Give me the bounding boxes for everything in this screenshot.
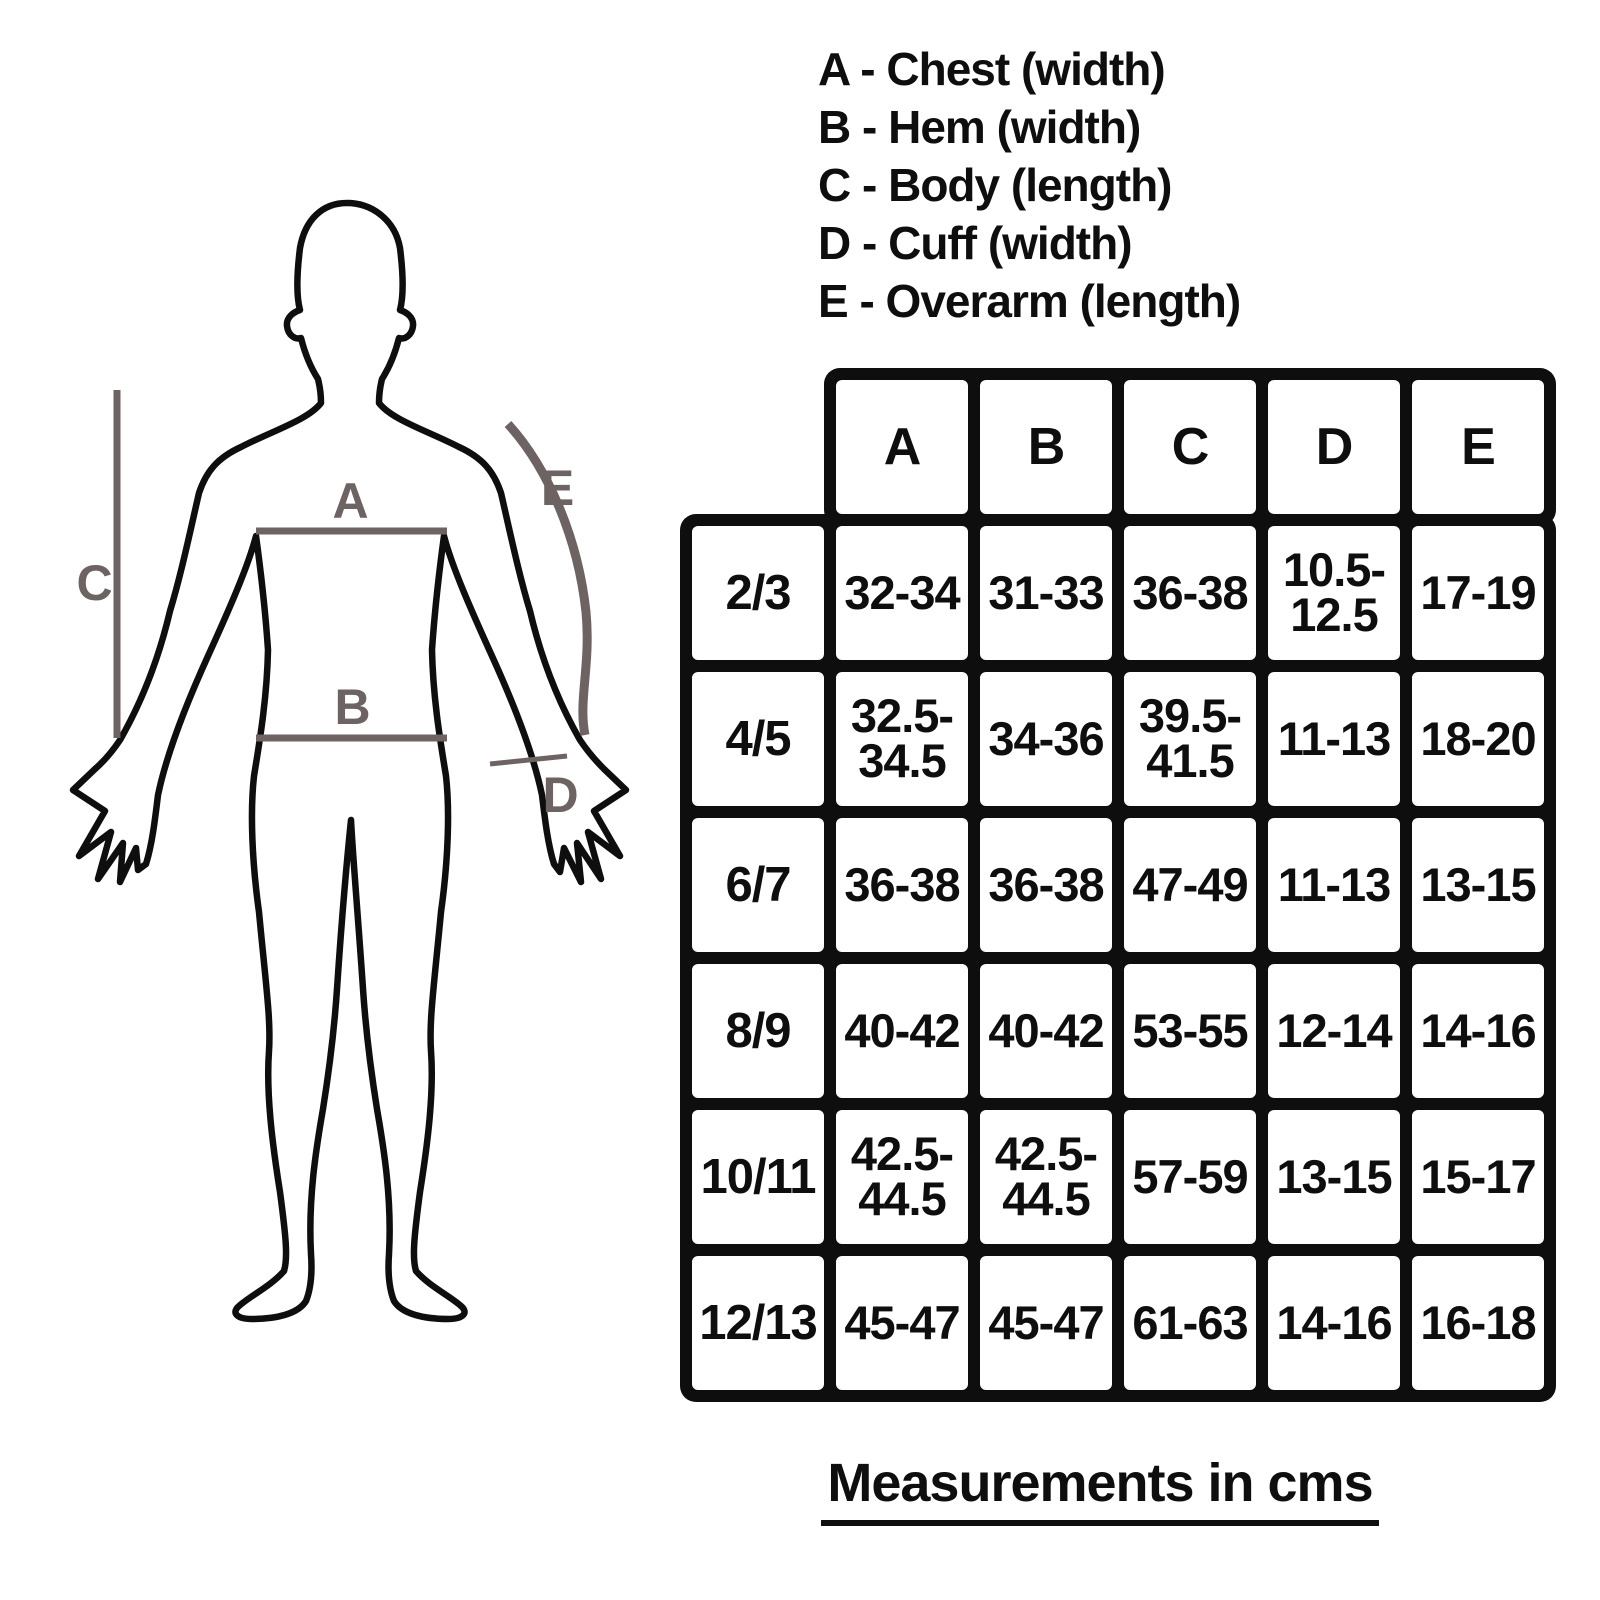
table-cell: 36-38 [1118, 520, 1262, 666]
size-table: A B C D E 2/3 32-34 31-33 36-38 10.5-12.… [680, 368, 1556, 1402]
overarm-curve-e [504, 420, 592, 736]
table-cell: 31-33 [974, 520, 1118, 666]
table-cell: 39.5-41.5 [1118, 666, 1262, 812]
table-cell: 14-16 [1406, 958, 1550, 1104]
human-body-outline [69, 199, 630, 1323]
table-cell: 34-36 [974, 666, 1118, 812]
table-cell: 10.5-12.5 [1262, 520, 1406, 666]
table-cell: 36-38 [974, 812, 1118, 958]
table-cell: 17-19 [1406, 520, 1550, 666]
table-cell: 42.5-44.5 [974, 1104, 1118, 1250]
table-cell: 13-15 [1262, 1104, 1406, 1250]
body-measurement-figure: A B C E D [69, 199, 630, 1323]
row-size-label: 2/3 [686, 520, 830, 666]
row-size-label: 10/11 [686, 1104, 830, 1250]
table-cell: 15-17 [1406, 1104, 1550, 1250]
table-cell: 32-34 [830, 520, 974, 666]
figure-label-e: E [541, 460, 573, 516]
legend-item-b: B - Hem (width) [818, 101, 1141, 153]
legend-item-c: C - Body (length) [818, 159, 1173, 211]
cuff-line-d [489, 753, 568, 767]
row-size-label: 6/7 [686, 812, 830, 958]
table-cell: 42.5-44.5 [830, 1104, 974, 1250]
measurements-unit-note: Measurements in cms [821, 1452, 1379, 1526]
table-cell: 12-14 [1262, 958, 1406, 1104]
measurement-annotations: A B C E D [76, 390, 592, 823]
figure-label-c: C [76, 555, 111, 611]
column-header-b: B [974, 374, 1118, 520]
row-size-label: 4/5 [686, 666, 830, 812]
table-cell: 11-13 [1262, 666, 1406, 812]
size-table-grid: A B C D E 2/3 32-34 31-33 36-38 10.5-12.… [686, 374, 1550, 1396]
table-cell: 16-18 [1406, 1250, 1550, 1396]
table-cell: 57-59 [1118, 1104, 1262, 1250]
column-header-c: C [1118, 374, 1262, 520]
row-size-label: 12/13 [686, 1250, 830, 1396]
table-cell: 36-38 [830, 812, 974, 958]
row-size-label: 8/9 [686, 958, 830, 1104]
figure-label-d: D [542, 767, 577, 823]
column-header-d: D [1262, 374, 1406, 520]
figure-label-a: A [332, 473, 367, 529]
table-cell: 32.5-34.5 [830, 666, 974, 812]
legend-item-e: E - Overarm (length) [818, 275, 1241, 327]
table-cell: 45-47 [974, 1250, 1118, 1396]
column-header-a: A [830, 374, 974, 520]
column-header-e: E [1406, 374, 1550, 520]
footer: Measurements in cms [660, 1452, 1540, 1526]
table-cell: 40-42 [830, 958, 974, 1104]
table-cell: 11-13 [1262, 812, 1406, 958]
legend-item-d: D - Cuff (width) [818, 217, 1133, 269]
table-cell: 47-49 [1118, 812, 1262, 958]
table-cell: 45-47 [830, 1250, 974, 1396]
table-corner-spacer [686, 374, 830, 520]
table-cell: 40-42 [974, 958, 1118, 1104]
table-cell: 61-63 [1118, 1250, 1262, 1396]
measurement-legend: A - Chest (width) B - Hem (width) C - Bo… [818, 40, 1241, 330]
legend-item-a: A - Chest (width) [818, 43, 1166, 95]
table-cell: 53-55 [1118, 958, 1262, 1104]
table-cell: 14-16 [1262, 1250, 1406, 1396]
table-cell: 13-15 [1406, 812, 1550, 958]
figure-label-b: B [334, 679, 369, 735]
table-cell: 18-20 [1406, 666, 1550, 812]
